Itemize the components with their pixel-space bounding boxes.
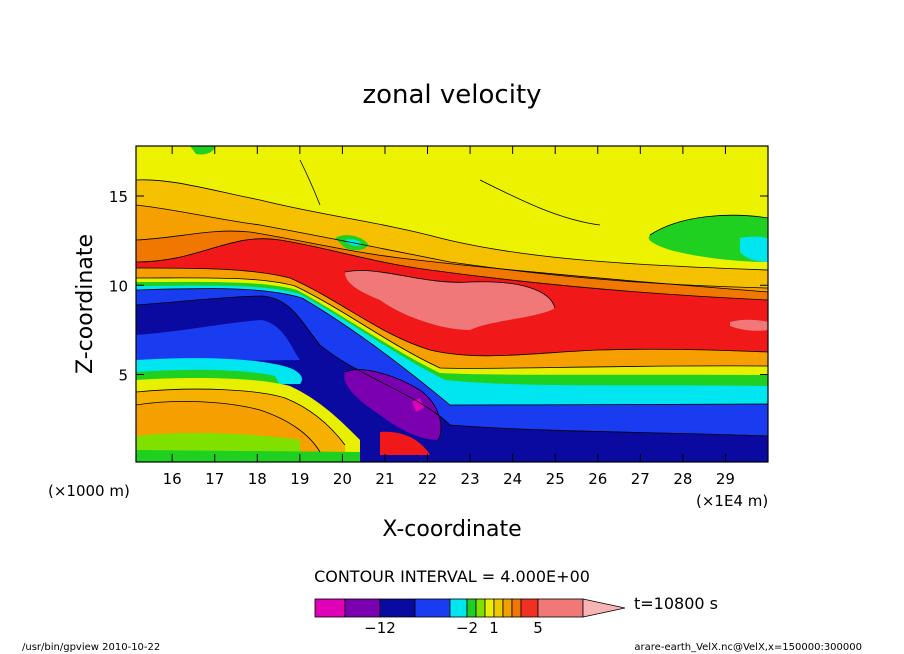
x-tick-label: 19 (290, 470, 309, 488)
footer-right: arare-earth_VelX.nc@VelX,x=150000:300000 (634, 642, 862, 653)
x-tick-label: 24 (503, 470, 522, 488)
colorbar-segment (475, 598, 486, 618)
colorbar-segment (520, 598, 539, 618)
colorbar-segment (502, 598, 513, 618)
field-upper-green-left (190, 146, 215, 155)
colorbar-segment (449, 598, 468, 618)
colorbar-segment (511, 598, 522, 618)
chart-title: zonal velocity (362, 80, 541, 110)
colorbar: −12 −2 1 5 (314, 598, 626, 637)
y-axis-label: Z-coordinate (73, 234, 98, 374)
x-tick-label: 27 (631, 470, 650, 488)
x-tick-label: 25 (546, 470, 565, 488)
plot-frame (135, 145, 769, 463)
x-unit-left: (×1000 m) (48, 482, 130, 500)
field-jet-core-right (730, 319, 768, 331)
x-tick-label: 18 (248, 470, 267, 488)
x-tick-label: 23 (461, 470, 480, 488)
field-upper-green-right (648, 215, 768, 262)
y-axis: 5 10 15 (109, 188, 768, 385)
contour-lines (136, 159, 768, 453)
footer-left: /usr/bin/gpview 2010-10-22 (22, 642, 160, 653)
colorbar-segment (537, 598, 584, 618)
field-surface-red (380, 431, 430, 455)
colorbar-segment (414, 598, 451, 618)
contour-interval: CONTOUR INTERVAL = 4.000E+00 (314, 567, 590, 586)
field-jet-core (345, 270, 555, 330)
field-blue-band (136, 320, 300, 362)
x-tick-label: 16 (163, 470, 182, 488)
x-tick-label: 22 (418, 470, 437, 488)
colorbar-segment (493, 598, 504, 618)
x-tick-label: 17 (205, 470, 224, 488)
field-upper-cyan-right (740, 236, 768, 262)
colorbar-segment (484, 598, 495, 618)
colorbar-segment (314, 598, 346, 618)
y-tick-label: 10 (109, 277, 128, 295)
colorbar-extension-arrow (582, 598, 626, 618)
velocity-field (136, 146, 768, 462)
colorbar-segment (466, 598, 477, 618)
x-axis-label: X-coordinate (382, 517, 521, 542)
colorbar-tick-label: −12 (364, 619, 396, 637)
x-tick-label: 20 (333, 470, 352, 488)
y-tick-label: 5 (118, 367, 128, 385)
field-minimum (344, 369, 441, 440)
field-surface-green-bottom (136, 450, 360, 462)
colorbar-tick-label: 1 (489, 619, 499, 637)
x-tick-label: 21 (375, 470, 394, 488)
x-tick-label: 26 (588, 470, 607, 488)
field-minimum-core (412, 398, 424, 412)
x-unit-right: (×1E4 m) (696, 492, 768, 510)
y-tick-label: 15 (109, 188, 128, 206)
time-label: t=10800 s (634, 594, 718, 613)
colorbar-segment (379, 598, 416, 618)
colorbar-tick-label: −2 (456, 619, 478, 637)
x-tick-label: 29 (716, 470, 735, 488)
colorbar-segment (344, 598, 381, 618)
x-tick-label: 28 (673, 470, 692, 488)
x-axis: 16 17 18 19 20 21 22 23 24 25 26 27 28 29 (163, 146, 735, 488)
colorbar-tick-label: 5 (533, 619, 543, 637)
